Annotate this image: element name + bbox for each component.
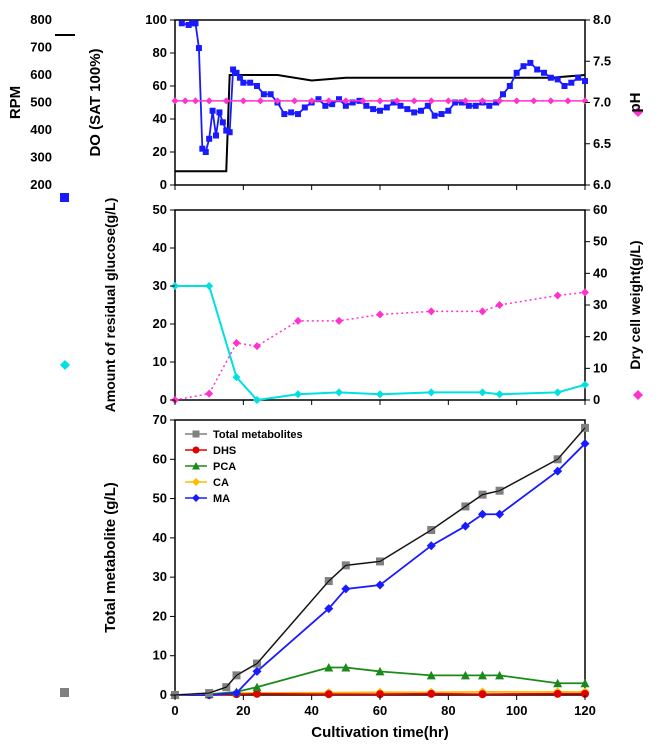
svg-text:10: 10 <box>593 360 607 375</box>
svg-text:300: 300 <box>30 150 52 165</box>
svg-text:40: 40 <box>153 530 167 545</box>
svg-text:RPM: RPM <box>7 86 24 119</box>
svg-text:120: 120 <box>574 703 596 718</box>
svg-text:8.0: 8.0 <box>593 12 611 27</box>
svg-text:30: 30 <box>153 569 167 584</box>
svg-text:0: 0 <box>160 177 167 192</box>
svg-text:80: 80 <box>153 45 167 60</box>
svg-text:600: 600 <box>30 67 52 82</box>
chart-container: 2003004005006007008000204060801006.06.57… <box>0 0 661 752</box>
svg-text:7.0: 7.0 <box>593 95 611 110</box>
svg-text:PCA: PCA <box>213 461 236 473</box>
svg-text:400: 400 <box>30 122 52 137</box>
svg-text:20: 20 <box>236 703 250 718</box>
svg-text:20: 20 <box>153 608 167 623</box>
svg-text:20: 20 <box>153 144 167 159</box>
svg-text:100: 100 <box>145 12 167 27</box>
svg-text:60: 60 <box>593 202 607 217</box>
svg-text:DO (SAT 100%): DO (SAT 100%) <box>87 48 104 156</box>
svg-text:MA: MA <box>213 493 230 505</box>
svg-text:0: 0 <box>171 703 178 718</box>
svg-text:60: 60 <box>373 703 387 718</box>
svg-text:60: 60 <box>153 451 167 466</box>
svg-text:100: 100 <box>506 703 528 718</box>
chart-svg: 2003004005006007008000204060801006.06.57… <box>0 0 661 752</box>
svg-text:500: 500 <box>30 95 52 110</box>
svg-text:30: 30 <box>153 278 167 293</box>
svg-text:0: 0 <box>593 392 600 407</box>
svg-text:Dry cell weight(g/L): Dry cell weight(g/L) <box>627 240 643 369</box>
svg-text:60: 60 <box>153 78 167 93</box>
svg-text:DHS: DHS <box>213 445 236 457</box>
svg-text:50: 50 <box>153 202 167 217</box>
svg-text:40: 40 <box>593 265 607 280</box>
svg-text:6.5: 6.5 <box>593 136 611 151</box>
svg-text:30: 30 <box>593 297 607 312</box>
svg-text:20: 20 <box>153 316 167 331</box>
svg-text:40: 40 <box>153 111 167 126</box>
svg-text:10: 10 <box>153 648 167 663</box>
svg-text:200: 200 <box>30 177 52 192</box>
svg-text:Cultivation time(hr): Cultivation time(hr) <box>311 724 449 741</box>
svg-text:pH: pH <box>627 93 644 113</box>
svg-text:0: 0 <box>160 392 167 407</box>
svg-text:7.5: 7.5 <box>593 53 611 68</box>
svg-text:Amount of residual glucose(g/L: Amount of residual glucose(g/L) <box>102 198 118 413</box>
svg-text:800: 800 <box>30 12 52 27</box>
svg-text:Total metabolite (g/L): Total metabolite (g/L) <box>102 482 119 633</box>
svg-text:50: 50 <box>153 491 167 506</box>
svg-text:40: 40 <box>304 703 318 718</box>
svg-text:40: 40 <box>153 240 167 255</box>
svg-text:70: 70 <box>153 412 167 427</box>
svg-text:50: 50 <box>593 234 607 249</box>
svg-text:CA: CA <box>213 477 229 489</box>
svg-text:Total metabolites: Total metabolites <box>213 429 303 441</box>
svg-text:0: 0 <box>160 687 167 702</box>
svg-text:10: 10 <box>153 354 167 369</box>
svg-text:700: 700 <box>30 40 52 55</box>
svg-text:20: 20 <box>593 329 607 344</box>
svg-text:80: 80 <box>441 703 455 718</box>
svg-text:6.0: 6.0 <box>593 177 611 192</box>
